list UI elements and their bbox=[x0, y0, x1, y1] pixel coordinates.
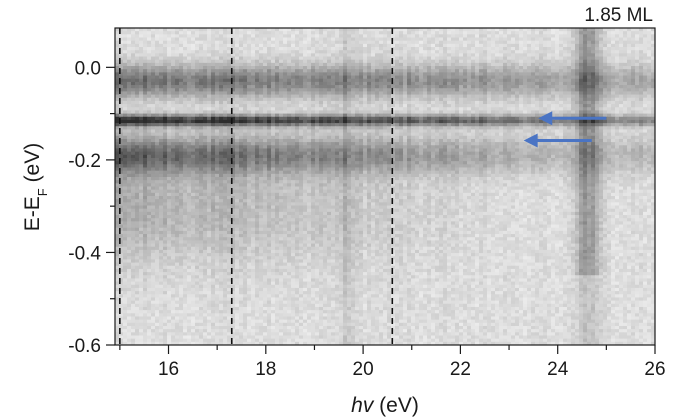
x-axis-label: hv (eV) bbox=[351, 394, 419, 417]
x-tick-label: 18 bbox=[255, 359, 276, 380]
x-tick-label: 16 bbox=[158, 359, 179, 380]
y-axis-label-subscript: F bbox=[35, 188, 50, 196]
y-axis-label: E-EF (eV) bbox=[21, 143, 50, 231]
x-axis-label-main: hv bbox=[351, 394, 375, 417]
blue-arrows bbox=[523, 111, 607, 148]
x-tick-label: 26 bbox=[644, 359, 665, 380]
y-axis-label-unit: (eV) bbox=[21, 143, 44, 189]
chart-title: 1.85 ML bbox=[584, 5, 653, 26]
intensity-map bbox=[115, 28, 655, 345]
x-tick-label: 20 bbox=[353, 359, 374, 380]
x-tick-label: 24 bbox=[547, 359, 569, 380]
x-tick-label: 22 bbox=[450, 359, 471, 380]
y-tick-label: -0.6 bbox=[68, 336, 101, 357]
plot-frame bbox=[114, 27, 656, 346]
y-tick-label: -0.2 bbox=[68, 151, 101, 172]
x-axis-label-unit: (eV) bbox=[373, 394, 419, 417]
y-tick-label: -0.4 bbox=[68, 243, 101, 264]
y-axis-label-main: E-E bbox=[21, 196, 44, 231]
arrow-1 bbox=[523, 133, 592, 148]
arrow-0 bbox=[538, 111, 607, 126]
y-axis-ticks: 0.0 -0.2 -0.4 -0.6 bbox=[68, 58, 115, 357]
dashed-marker-lines bbox=[119, 28, 394, 345]
y-tick-label: 0.0 bbox=[75, 58, 101, 79]
x-axis-ticks: 16 18 20 22 24 26 bbox=[119, 345, 666, 380]
